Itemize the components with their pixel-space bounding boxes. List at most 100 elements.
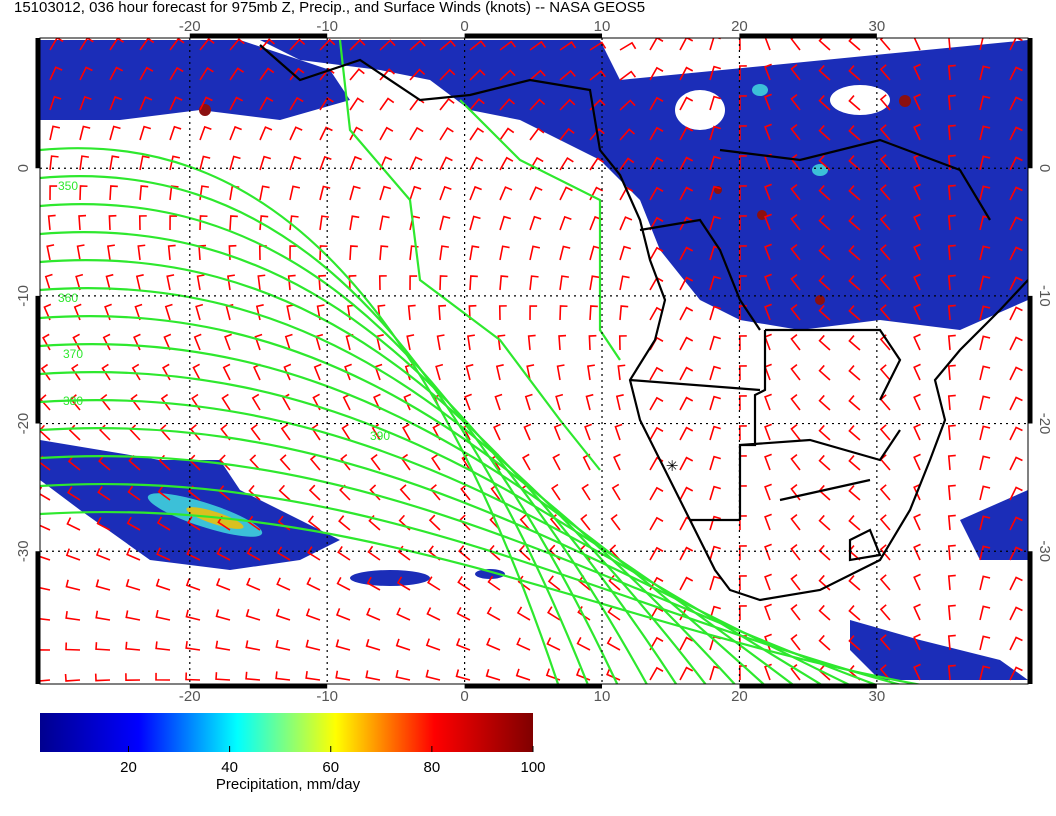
- wind-barb: [319, 67, 335, 81]
- wind-barb: [66, 517, 81, 531]
- wind-barb: [107, 244, 115, 261]
- wind-barb: [135, 274, 144, 291]
- wind-barb: [227, 274, 235, 291]
- contour-label: 360: [58, 291, 78, 305]
- wind-barb: [308, 484, 321, 501]
- wind-barb: [879, 514, 891, 531]
- wind-barb: [558, 334, 567, 351]
- wind-barb: [287, 274, 296, 291]
- wind-barb: [679, 336, 694, 351]
- wind-barb: [465, 363, 474, 381]
- wind-barb: [913, 38, 921, 51]
- gap: [675, 90, 725, 130]
- wind-barb: [947, 514, 956, 531]
- wind-barb: [378, 275, 387, 291]
- wind-barb: [369, 484, 381, 501]
- wind-barb: [709, 575, 721, 591]
- wind-barb: [224, 333, 232, 351]
- wind-barb: [316, 304, 325, 321]
- wind-barb: [523, 423, 532, 441]
- wind-barb: [365, 638, 381, 651]
- wind-barb: [947, 484, 956, 501]
- lat-tick-label: -10: [15, 285, 32, 307]
- border: [629, 328, 902, 562]
- wind-barb: [619, 70, 637, 81]
- wind-barb: [337, 545, 351, 561]
- wind-barb: [1009, 576, 1023, 591]
- wind-barb: [619, 305, 629, 321]
- wind-barb: [1009, 96, 1023, 111]
- wind-barb: [709, 305, 721, 321]
- wind-barb: [559, 69, 576, 81]
- wind-barb: [164, 303, 173, 321]
- wind-barb: [848, 95, 861, 111]
- wind-barb: [467, 334, 475, 351]
- wind-barb: [221, 393, 231, 411]
- wind-barb: [126, 547, 141, 561]
- wind-barb: [818, 604, 831, 621]
- wind-barb: [67, 486, 81, 501]
- wind-barb: [619, 245, 632, 261]
- wind-barb: [439, 156, 453, 171]
- wind-barb: [790, 664, 801, 681]
- wind-barb: [818, 64, 831, 81]
- wind-barb: [611, 483, 621, 501]
- wind-barb: [818, 334, 831, 351]
- wind-barb: [67, 455, 81, 471]
- wind-barb: [379, 215, 390, 231]
- wind-barb: [79, 185, 88, 201]
- wind-barb: [95, 548, 111, 561]
- wind-barb: [529, 98, 546, 111]
- wind-barb: [245, 640, 261, 651]
- wind-barb: [456, 606, 471, 621]
- wind-barb: [818, 124, 831, 141]
- wind-barb: [848, 305, 861, 321]
- coastlines: [259, 44, 1028, 602]
- wind-barb: [436, 334, 445, 351]
- wind-barb: [879, 214, 891, 231]
- wind-barb: [460, 484, 471, 501]
- precip-region: [40, 40, 350, 120]
- wind-barb: [979, 245, 991, 261]
- wind-barb: [879, 664, 891, 681]
- wind-barb: [499, 98, 515, 111]
- wind-barb: [790, 604, 801, 621]
- wind-barb: [225, 303, 234, 321]
- wind-barb: [551, 483, 561, 501]
- wind-barb: [979, 125, 991, 141]
- wind-barb: [790, 424, 801, 441]
- wind-barb: [979, 605, 991, 621]
- wind-barb: [547, 575, 561, 591]
- wind-barb: [259, 126, 273, 141]
- lon-tick-label: -10: [316, 18, 338, 35]
- wind-barb: [790, 124, 801, 141]
- wind-barb: [169, 155, 181, 171]
- wind-barb: [307, 515, 321, 531]
- precip-region: [260, 40, 1028, 330]
- wind-barb: [649, 126, 664, 141]
- wind-barb: [764, 123, 772, 141]
- colorbar-tick-label: 40: [221, 759, 238, 776]
- wind-barb: [335, 670, 351, 681]
- wind-barb: [529, 275, 539, 291]
- wind-barb: [559, 245, 571, 261]
- wind-barb: [289, 215, 299, 231]
- wind-barb: [589, 41, 607, 51]
- lon-tick-label: 30: [869, 18, 886, 35]
- wind-barb: [913, 573, 921, 591]
- wind-barb: [649, 156, 664, 171]
- wind-barb: [284, 333, 293, 351]
- wind-barb: [455, 638, 471, 651]
- wind-barb: [425, 638, 441, 651]
- wind-barb: [848, 335, 861, 351]
- wind-barb: [499, 127, 515, 141]
- wind-barb: [196, 274, 205, 291]
- wind-barb: [185, 672, 201, 681]
- wind-barb: [764, 663, 772, 681]
- wind-barb: [102, 333, 111, 351]
- wind-barb: [913, 93, 921, 111]
- wind-barb: [245, 608, 261, 621]
- wind-barb: [679, 576, 694, 591]
- wind-barb: [848, 635, 861, 651]
- wind-barb: [547, 606, 561, 621]
